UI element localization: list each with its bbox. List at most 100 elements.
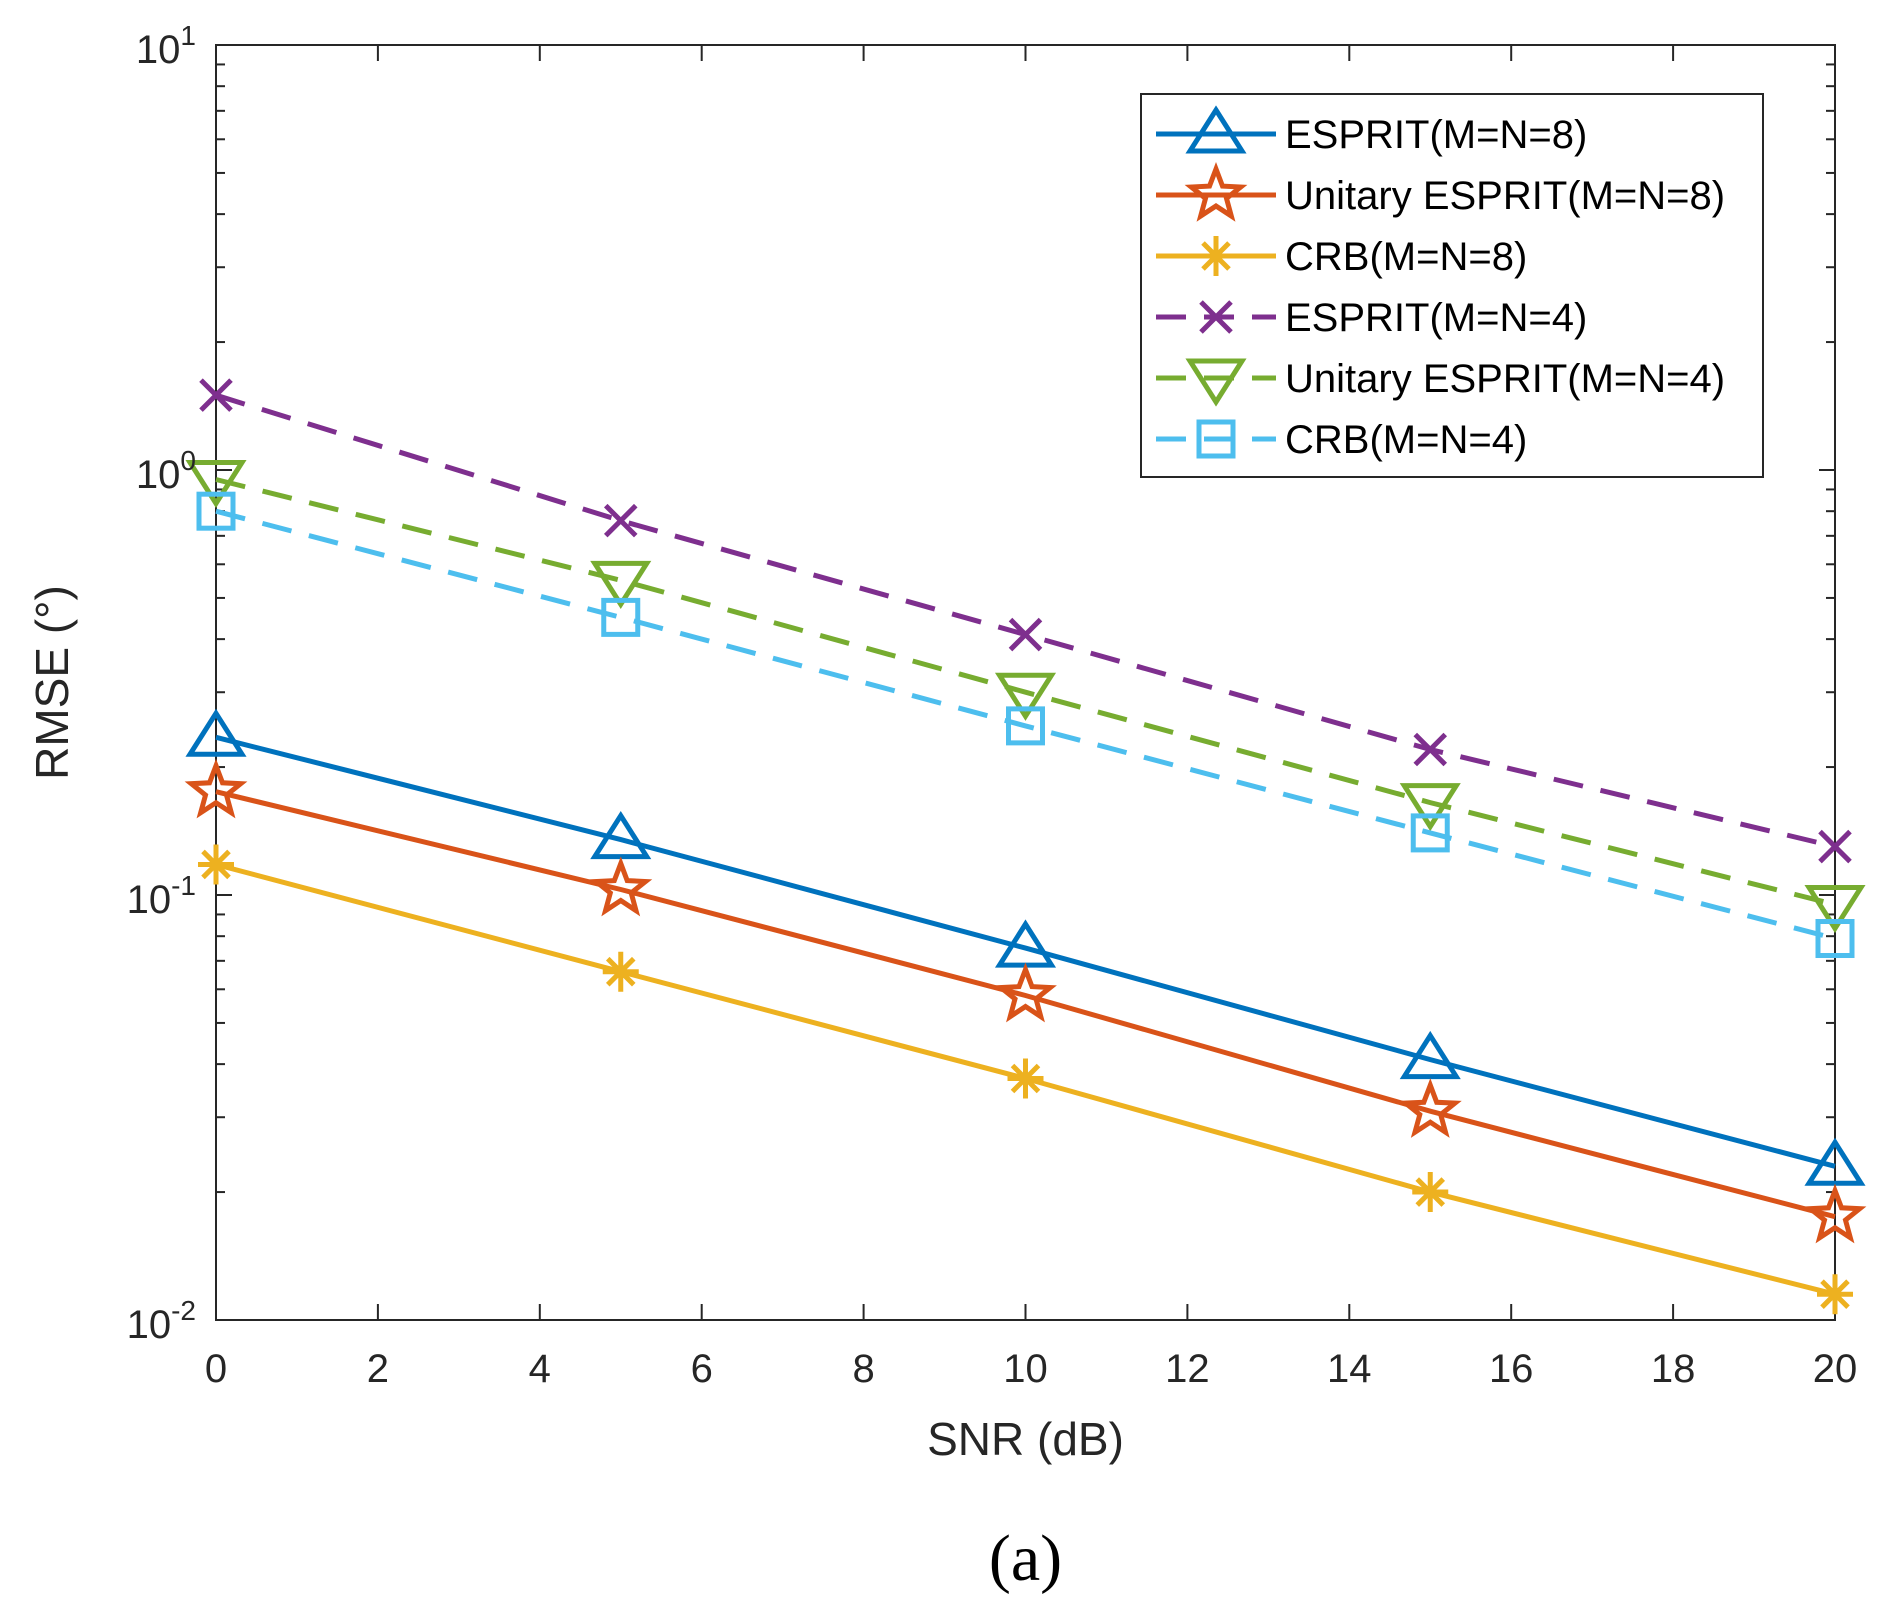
data-point (198, 844, 234, 885)
legend-item: CRB(M=N=8) (1156, 235, 1527, 279)
minor-ticks (216, 63, 1835, 1194)
marker-shape (1399, 783, 1461, 832)
data-point (1413, 732, 1448, 767)
legend-item: CRB(M=N=4) (1156, 418, 1527, 462)
series-line (215, 508, 1836, 941)
marker-shape (1803, 1183, 1867, 1244)
marker-shape (602, 951, 639, 992)
series-1 (184, 758, 1867, 1244)
marker-shape (1184, 161, 1248, 222)
legend-marker (1199, 300, 1233, 334)
marker-shape (185, 459, 247, 509)
series-layer (184, 378, 1867, 1315)
x-tick-label: 18 (1651, 1347, 1696, 1391)
marker-shape (184, 758, 248, 819)
data-point (603, 503, 638, 538)
legend-item: ESPRIT(M=N=4) (1156, 296, 1587, 340)
data-point (185, 459, 247, 509)
marker-shape (199, 378, 233, 412)
marker-shape (1198, 236, 1234, 276)
marker-shape (1804, 884, 1866, 934)
legend-marker (1196, 419, 1236, 459)
legend-label: CRB(M=N=4) (1285, 418, 1527, 462)
x-tick-label: 8 (852, 1347, 874, 1391)
x-axis-label: SNR (dB) (927, 1413, 1124, 1465)
y-axis-label: RMSE (°) (26, 585, 78, 780)
legend-item: Unitary ESPRIT(M=N=8) (1156, 161, 1725, 222)
legend-marker (1185, 358, 1247, 407)
series-line (215, 477, 1836, 907)
data-point (184, 758, 248, 819)
marker-shape (185, 708, 247, 757)
legend-item: ESPRIT(M=N=8) (1156, 105, 1587, 157)
data-point (1398, 1078, 1462, 1138)
legend: ESPRIT(M=N=8) Unitary ESPRIT(M=N=8) CRB(M=… (1140, 93, 1764, 478)
series-5 (196, 491, 1855, 959)
marker-shape (198, 844, 234, 885)
legend-item: Unitary ESPRIT(M=N=4) (1156, 357, 1725, 407)
series-4 (185, 459, 1866, 934)
marker-shape (1398, 1078, 1462, 1138)
marker-shape (601, 597, 641, 637)
marker-shape (1818, 829, 1852, 864)
marker-shape (603, 503, 638, 538)
marker-shape (994, 962, 1057, 1023)
data-point (1412, 1172, 1449, 1213)
data-point (601, 597, 641, 637)
legend-label: ESPRIT(M=N=4) (1285, 296, 1587, 340)
legend-box (1140, 93, 1764, 478)
series-line (215, 734, 1836, 1169)
marker-shape (1185, 105, 1247, 154)
legend-label: ESPRIT(M=N=8) (1285, 113, 1587, 157)
data-point (994, 962, 1057, 1023)
tick-labels: 0 2 4 6 8 10 12 14 16 18 20 10-2 10-1 100 101 (127, 20, 1858, 1391)
marker-shape (1410, 813, 1450, 853)
marker-shape (196, 491, 236, 531)
data-point (1803, 1183, 1867, 1244)
legend-marker (1184, 161, 1248, 222)
series-0 (185, 708, 1866, 1186)
legend-label: Unitary ESPRIT(M=N=8) (1285, 174, 1725, 218)
marker-shape (1413, 732, 1448, 767)
marker-shape (589, 856, 653, 917)
data-point (1804, 884, 1866, 934)
x-tick-label: 6 (691, 1347, 713, 1391)
marker-shape (1185, 358, 1247, 407)
marker-shape (1412, 1172, 1449, 1213)
data-point (1006, 706, 1045, 746)
legend-label: Unitary ESPRIT(M=N=4) (1285, 357, 1725, 401)
y-tick-label: 10-1 (127, 870, 196, 922)
legend-marker (1185, 105, 1247, 154)
marker-shape (1006, 706, 1045, 746)
y-tick-label: 10-2 (127, 1295, 196, 1347)
y-tick-label: 100 (136, 445, 196, 497)
data-point (185, 708, 247, 757)
data-point (1008, 617, 1043, 652)
marker-shape (1804, 1137, 1866, 1186)
figure-caption: (a) (989, 1522, 1062, 1595)
marker-shape (1399, 1030, 1461, 1080)
y-tick-label: 101 (136, 20, 196, 72)
x-tick-label: 20 (1813, 1347, 1858, 1391)
marker-shape (1817, 1274, 1853, 1315)
data-point (590, 560, 652, 610)
x-tick-label: 4 (529, 1347, 551, 1391)
series-line (215, 789, 1836, 1220)
data-point (1007, 1058, 1044, 1099)
marker-shape (1199, 300, 1233, 334)
legend-label: CRB(M=N=8) (1285, 235, 1527, 279)
data-point (199, 378, 233, 412)
data-point (1817, 1274, 1853, 1315)
marker-shape (1007, 1058, 1044, 1099)
data-point (1399, 1030, 1461, 1080)
x-tick-label: 14 (1327, 1347, 1372, 1391)
x-tick-label: 12 (1165, 1347, 1210, 1391)
data-point (1818, 829, 1852, 864)
data-point (1399, 783, 1461, 832)
marker-shape (1008, 617, 1043, 652)
data-point (994, 672, 1057, 721)
x-tick-label: 10 (1003, 1347, 1048, 1391)
marker-shape (994, 672, 1057, 721)
major-ticks (215, 44, 1836, 1321)
